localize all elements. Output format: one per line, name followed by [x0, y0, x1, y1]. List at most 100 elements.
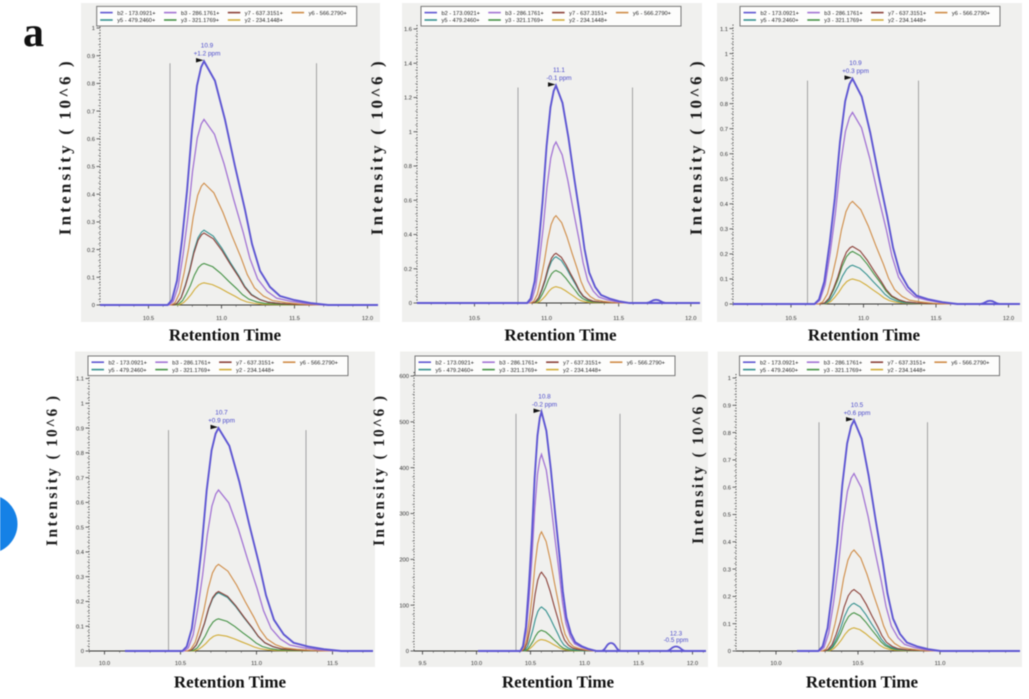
svg-text:0.3: 0.3: [720, 227, 728, 233]
svg-text:0.3: 0.3: [76, 575, 84, 581]
svg-text:Retention Time: Retention Time: [806, 673, 919, 692]
svg-text:0.5: 0.5: [76, 525, 84, 531]
svg-text:y2 - 234.1448+: y2 - 234.1448+: [569, 18, 608, 24]
svg-text:b2 - 173.0921+: b2 - 173.0921+: [109, 360, 148, 366]
svg-text:0.9: 0.9: [87, 54, 95, 60]
svg-text:y6 - 566.2790+: y6 - 566.2790+: [951, 360, 990, 366]
svg-text:y5 - 479.2460+: y5 - 479.2460+: [442, 18, 481, 24]
svg-text:y3 - 321.1769+: y3 - 321.1769+: [824, 368, 863, 374]
svg-text:1: 1: [81, 402, 84, 408]
svg-text:10.5: 10.5: [852, 661, 863, 667]
svg-text:b2 - 173.0921+: b2 - 173.0921+: [760, 360, 799, 366]
svg-text:11.5: 11.5: [327, 661, 338, 667]
svg-text:+0.3 ppm: +0.3 ppm: [842, 68, 869, 75]
svg-text:Intensity ( 10^6 ): Intensity ( 10^6 ): [690, 392, 707, 544]
svg-text:11.1: 11.1: [553, 67, 565, 74]
svg-text:b3 - 286.1761+: b3 - 286.1761+: [824, 360, 863, 366]
svg-text:0.4: 0.4: [76, 550, 85, 556]
svg-text:10.9: 10.9: [201, 43, 214, 50]
svg-text:10.0: 10.0: [99, 661, 110, 667]
svg-text:a: a: [23, 10, 44, 56]
svg-text:+1.2 ppm: +1.2 ppm: [194, 51, 221, 58]
svg-text:y2 - 234.1448+: y2 - 234.1448+: [236, 368, 275, 374]
svg-text:0.4: 0.4: [723, 540, 732, 546]
svg-text:600: 600: [399, 374, 409, 380]
svg-text:b2 - 173.0921+: b2 - 173.0921+: [442, 11, 481, 17]
svg-text:11.0: 11.0: [541, 316, 552, 322]
svg-text:b3 - 286.1761+: b3 - 286.1761+: [172, 360, 211, 366]
svg-text:10.7: 10.7: [215, 410, 228, 417]
svg-text:1.4: 1.4: [404, 61, 413, 67]
svg-text:0.7: 0.7: [720, 127, 728, 133]
svg-text:0.8: 0.8: [76, 451, 84, 457]
svg-text:1: 1: [92, 26, 95, 32]
svg-text:12.0: 12.0: [1003, 316, 1014, 322]
svg-text:10.5: 10.5: [851, 402, 864, 409]
svg-text:y7 - 637.3151+: y7 - 637.3151+: [563, 360, 602, 366]
svg-text:y5 - 479.2460+: y5 - 479.2460+: [117, 18, 156, 24]
svg-text:y3 - 321.1769+: y3 - 321.1769+: [505, 18, 544, 24]
svg-text:y7 - 637.3151+: y7 - 637.3151+: [236, 360, 275, 366]
svg-text:100: 100: [399, 603, 409, 609]
svg-text:y7 - 637.3151+: y7 - 637.3151+: [888, 11, 927, 17]
svg-text:0.6: 0.6: [720, 152, 728, 158]
svg-text:1: 1: [725, 52, 728, 58]
svg-text:1: 1: [409, 130, 412, 136]
svg-text:300: 300: [399, 512, 409, 518]
svg-text:+0.6 ppm: +0.6 ppm: [844, 410, 871, 417]
svg-text:200: 200: [399, 558, 409, 564]
svg-text:y5 - 479.2460+: y5 - 479.2460+: [761, 18, 800, 24]
svg-text:10.0: 10.0: [770, 661, 781, 667]
svg-text:9.5: 9.5: [418, 661, 426, 667]
svg-text:0.4: 0.4: [720, 202, 729, 208]
svg-text:Intensity ( 10^6 ): Intensity ( 10^6 ): [368, 59, 387, 236]
svg-text:y5 - 479.2460+: y5 - 479.2460+: [436, 368, 475, 374]
svg-text:11.5: 11.5: [613, 316, 624, 322]
svg-text:-0.2 ppm: -0.2 ppm: [532, 401, 557, 408]
svg-text:12.0: 12.0: [687, 661, 698, 667]
svg-text:-0.1 ppm: -0.1 ppm: [546, 75, 571, 82]
svg-text:y3 - 321.1769+: y3 - 321.1769+: [181, 18, 220, 24]
svg-text:11.5: 11.5: [931, 316, 942, 322]
svg-text:Intensity ( 10^6 ): Intensity ( 10^6 ): [56, 59, 75, 236]
svg-text:1.1: 1.1: [76, 377, 84, 383]
svg-text:0.3: 0.3: [87, 220, 95, 226]
svg-text:y3 - 321.1769+: y3 - 321.1769+: [824, 18, 863, 24]
svg-text:b3 - 286.1761+: b3 - 286.1761+: [824, 11, 863, 17]
svg-text:11.5: 11.5: [289, 316, 300, 322]
svg-text:y2 - 234.1448+: y2 - 234.1448+: [245, 18, 284, 24]
svg-text:0.4: 0.4: [87, 192, 96, 198]
svg-text:0: 0: [92, 303, 95, 309]
svg-text:y5 - 479.2460+: y5 - 479.2460+: [109, 368, 148, 374]
svg-text:12.0: 12.0: [685, 316, 696, 322]
svg-text:11.0: 11.0: [216, 316, 227, 322]
svg-text:0.8: 0.8: [87, 82, 95, 88]
svg-text:10.5: 10.5: [175, 661, 186, 667]
svg-text:0.7: 0.7: [723, 458, 731, 464]
svg-text:y6 - 566.2790+: y6 - 566.2790+: [300, 360, 339, 366]
svg-text:11.0: 11.0: [579, 661, 590, 667]
svg-text:1.6: 1.6: [404, 27, 412, 33]
svg-text:0.2: 0.2: [76, 600, 84, 606]
svg-text:Retention Time: Retention Time: [502, 673, 615, 692]
svg-text:Intensity ( 10^6 ): Intensity ( 10^6 ): [44, 394, 61, 546]
svg-text:0: 0: [728, 649, 731, 655]
svg-text:Intensity ( 10^6 ): Intensity ( 10^6 ): [687, 59, 706, 236]
svg-text:y3 - 321.1769+: y3 - 321.1769+: [172, 368, 211, 374]
svg-text:Retention Time: Retention Time: [504, 326, 617, 345]
svg-text:-0.5 ppm: -0.5 ppm: [664, 637, 689, 644]
svg-text:y6 - 566.2790+: y6 - 566.2790+: [627, 360, 666, 366]
svg-text:10.5: 10.5: [785, 316, 796, 322]
svg-text:0.1: 0.1: [723, 622, 731, 628]
svg-text:11.5: 11.5: [633, 661, 644, 667]
svg-text:10.0: 10.0: [471, 661, 482, 667]
svg-text:11.0: 11.0: [935, 661, 946, 667]
svg-text:y2 - 234.1448+: y2 - 234.1448+: [888, 18, 927, 24]
svg-text:0.2: 0.2: [87, 248, 95, 254]
svg-text:0.3: 0.3: [723, 567, 731, 573]
svg-text:Intensity ( 10^6 ): Intensity ( 10^6 ): [371, 394, 388, 546]
svg-text:12.0: 12.0: [362, 316, 373, 322]
svg-text:b2 - 173.0921+: b2 - 173.0921+: [436, 360, 475, 366]
svg-text:10.9: 10.9: [849, 60, 862, 67]
svg-text:1.1: 1.1: [720, 27, 728, 33]
